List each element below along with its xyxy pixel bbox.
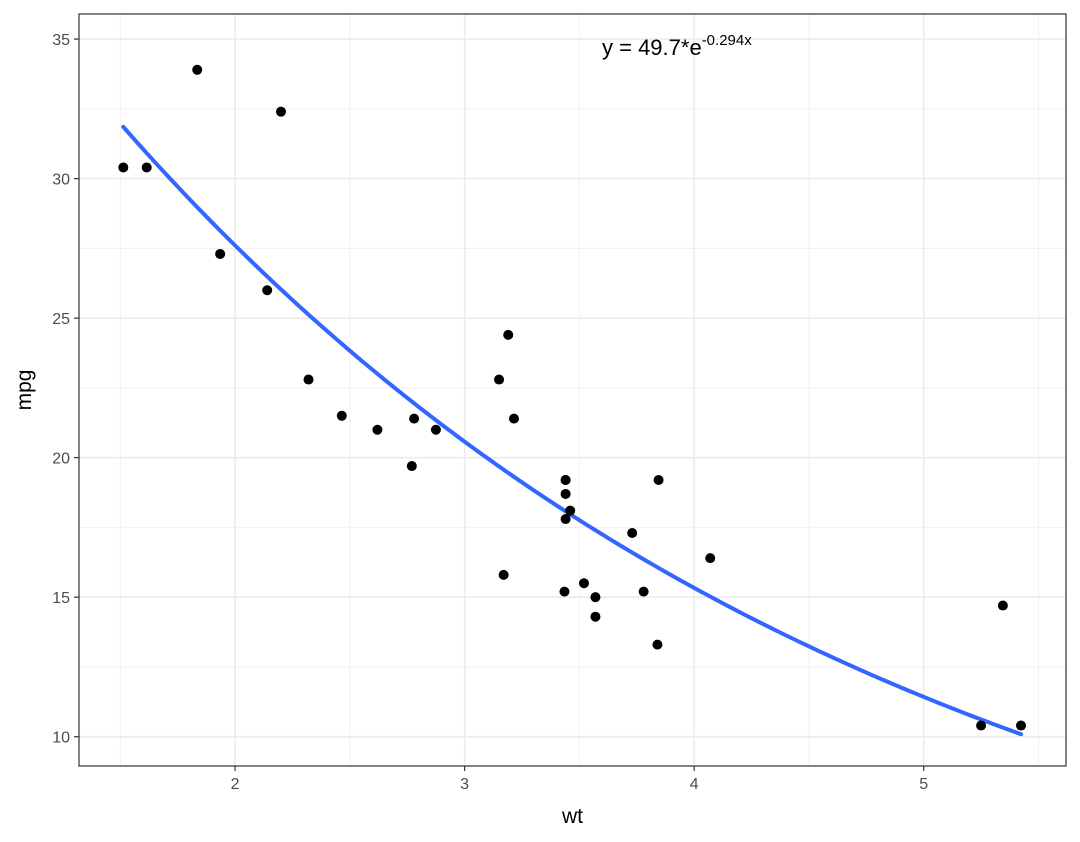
data-point bbox=[560, 514, 571, 525]
data-point bbox=[565, 505, 576, 516]
data-point bbox=[303, 374, 314, 385]
y-tick-label: 35 bbox=[52, 32, 70, 49]
data-point bbox=[590, 592, 601, 603]
y-tick-label: 10 bbox=[52, 730, 70, 747]
equation-base: y = 49.7*e bbox=[602, 35, 702, 60]
y-tick-label: 30 bbox=[52, 172, 70, 189]
data-point bbox=[560, 488, 571, 499]
y-axis-title: mpg bbox=[13, 370, 36, 411]
data-point bbox=[215, 248, 226, 259]
data-point bbox=[409, 413, 420, 424]
data-point bbox=[336, 410, 347, 421]
data-point bbox=[590, 611, 601, 622]
data-point bbox=[372, 424, 383, 435]
minor-gridlines bbox=[79, 14, 1066, 766]
data-point bbox=[997, 600, 1008, 611]
y-axis-ticks: 10 15 20 25 30 35 bbox=[52, 32, 79, 747]
data-point bbox=[275, 106, 286, 117]
y-tick-label: 15 bbox=[52, 590, 70, 607]
equation-exponent: -0.294x bbox=[702, 32, 753, 49]
data-point bbox=[652, 639, 663, 650]
data-points bbox=[118, 64, 1027, 731]
data-point bbox=[192, 64, 203, 75]
data-point bbox=[262, 285, 273, 296]
data-point bbox=[560, 474, 571, 485]
data-point bbox=[976, 720, 987, 731]
data-point bbox=[118, 162, 129, 173]
x-tick-label: 3 bbox=[460, 776, 469, 793]
y-tick-label: 25 bbox=[52, 311, 70, 328]
data-point bbox=[508, 413, 519, 424]
data-point bbox=[494, 374, 505, 385]
fit-equation-label: y = 49.7*e-0.294x bbox=[602, 32, 752, 60]
data-point bbox=[578, 578, 589, 589]
data-point bbox=[503, 329, 514, 340]
data-point bbox=[559, 586, 570, 597]
plot-panel bbox=[79, 14, 1066, 766]
x-tick-label: 4 bbox=[690, 776, 699, 793]
data-point bbox=[653, 474, 664, 485]
x-axis-title: wt bbox=[561, 805, 583, 828]
data-point bbox=[627, 528, 638, 539]
x-tick-label: 2 bbox=[231, 776, 240, 793]
major-gridlines bbox=[79, 14, 1066, 766]
data-point bbox=[1016, 720, 1027, 731]
data-point bbox=[498, 569, 509, 580]
exponential-fit-curve bbox=[121, 124, 1024, 737]
data-point bbox=[406, 461, 417, 472]
x-tick-label: 5 bbox=[919, 776, 928, 793]
plot-border bbox=[78, 13, 1067, 767]
data-point bbox=[638, 586, 649, 597]
data-point bbox=[141, 162, 152, 173]
data-point bbox=[430, 424, 441, 435]
y-tick-label: 20 bbox=[52, 451, 70, 468]
data-point bbox=[705, 553, 716, 564]
x-axis-ticks: 2 3 4 5 bbox=[231, 766, 928, 793]
